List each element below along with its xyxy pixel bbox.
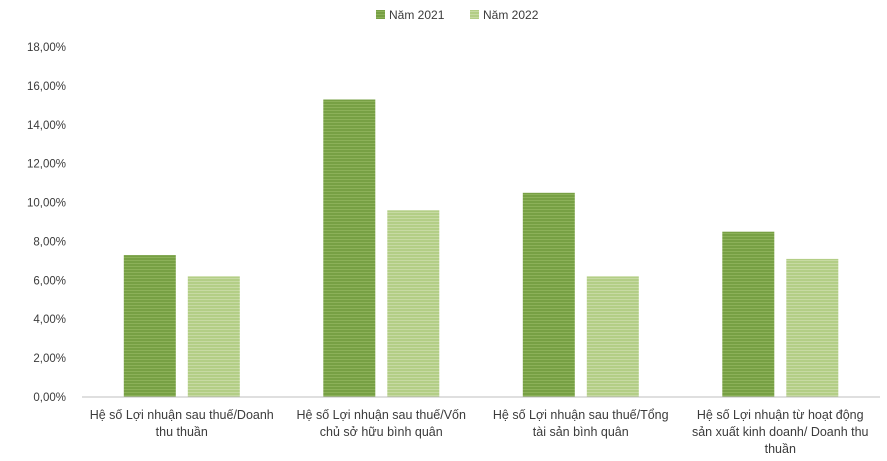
y-tick-label: 16,00% xyxy=(27,81,66,93)
bar-năm-2021-1 xyxy=(123,255,176,397)
bar-năm-2021-2 xyxy=(323,99,376,397)
y-axis: 0,00% 2,00% 4,00% 6,00% 8,00% 10,00% 12,00% 14,… xyxy=(27,42,66,404)
x-category-label: Hệ số Lợi nhuận từ hoạt động sản xuất ki… xyxy=(691,408,869,456)
y-tick-label: 12,00% xyxy=(27,159,66,171)
y-tick-label: 6,00% xyxy=(33,275,66,287)
y-tick-label: 4,00% xyxy=(33,314,66,326)
x-category-label: Hệ số Lợi nhuận sau thuế/Doanh thu thuần xyxy=(89,408,274,439)
y-tick-label: 10,00% xyxy=(27,198,66,210)
bar-năm-2022-2 xyxy=(387,210,440,397)
y-tick-label: 0,00% xyxy=(33,392,66,404)
x-category-label: Hệ số Lợi nhuận sau thuế/Tổng tài sản bì… xyxy=(492,408,669,439)
bar-năm-2022-3 xyxy=(586,276,639,397)
y-tick-label: 2,00% xyxy=(33,353,66,365)
bar-năm-2021-4 xyxy=(722,231,775,397)
y-tick-label: 8,00% xyxy=(33,236,66,248)
x-category-label: Hệ số Lợi nhuận sau thuế/Vốn chủ sở hữu … xyxy=(296,408,466,439)
legend-label: Năm 2021 xyxy=(389,8,445,22)
bars xyxy=(123,99,839,397)
legend-swatch xyxy=(376,10,385,19)
bar-năm-2022-1 xyxy=(187,276,240,397)
legend-swatch xyxy=(470,10,479,19)
bar-năm-2021-3 xyxy=(522,192,575,397)
bar-năm-2022-4 xyxy=(786,258,839,397)
y-tick-label: 18,00% xyxy=(27,42,66,54)
y-tick-label: 14,00% xyxy=(27,120,66,132)
legend: Năm 2021 Năm 2022 xyxy=(376,8,539,22)
legend-label: Năm 2022 xyxy=(483,8,539,22)
